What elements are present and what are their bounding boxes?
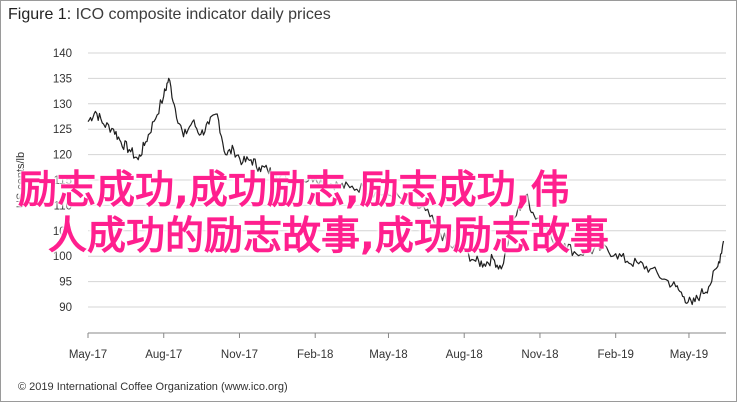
x-tick-label: Aug-17 — [145, 349, 182, 361]
x-tick-label: Aug-18 — [446, 349, 483, 361]
y-tick-label: 90 — [59, 302, 72, 314]
y-tick-label: 135 — [53, 73, 72, 85]
x-tick-label: Nov-17 — [221, 349, 258, 361]
y-tick-label: 125 — [53, 124, 72, 136]
x-tick-label: Feb-19 — [597, 349, 633, 361]
x-tick-label: May-17 — [69, 349, 107, 361]
series-line — [87, 77, 725, 306]
gridlines — [88, 52, 726, 308]
x-axis-ticks: May-17 Aug-17 Nov-17 Feb-18 May-18 Aug-18 Nov-… — [69, 333, 708, 361]
y-axis-ticks: 90 95 100 105 110 115 120 125 130 135 140 — [53, 48, 72, 314]
x-tick-label: Nov-18 — [521, 349, 558, 361]
chart-title: ICO composite indicator daily prices — [75, 6, 331, 23]
x-tick-label: Feb-18 — [297, 349, 333, 361]
y-tick-label: 140 — [53, 48, 72, 60]
y-tick-label: 95 — [59, 277, 72, 289]
figure-number: Figure 1: — [8, 6, 72, 23]
y-tick-label: 105 — [53, 226, 72, 238]
y-axis-label: US cents/lb — [15, 152, 27, 208]
y-tick-label: 130 — [53, 99, 72, 111]
y-tick-label: 115 — [54, 175, 72, 187]
x-tick-label: May-19 — [670, 349, 708, 361]
x-tick-label: May-18 — [369, 349, 407, 361]
y-tick-label: 120 — [53, 150, 72, 162]
figure-title: Figure 1: ICO composite indicator daily … — [8, 6, 331, 24]
y-tick-label: 100 — [53, 251, 72, 263]
copyright-footer: © 2019 International Coffee Organization… — [18, 381, 288, 393]
series-line-group — [87, 77, 725, 306]
y-tick-label: 110 — [54, 200, 72, 212]
